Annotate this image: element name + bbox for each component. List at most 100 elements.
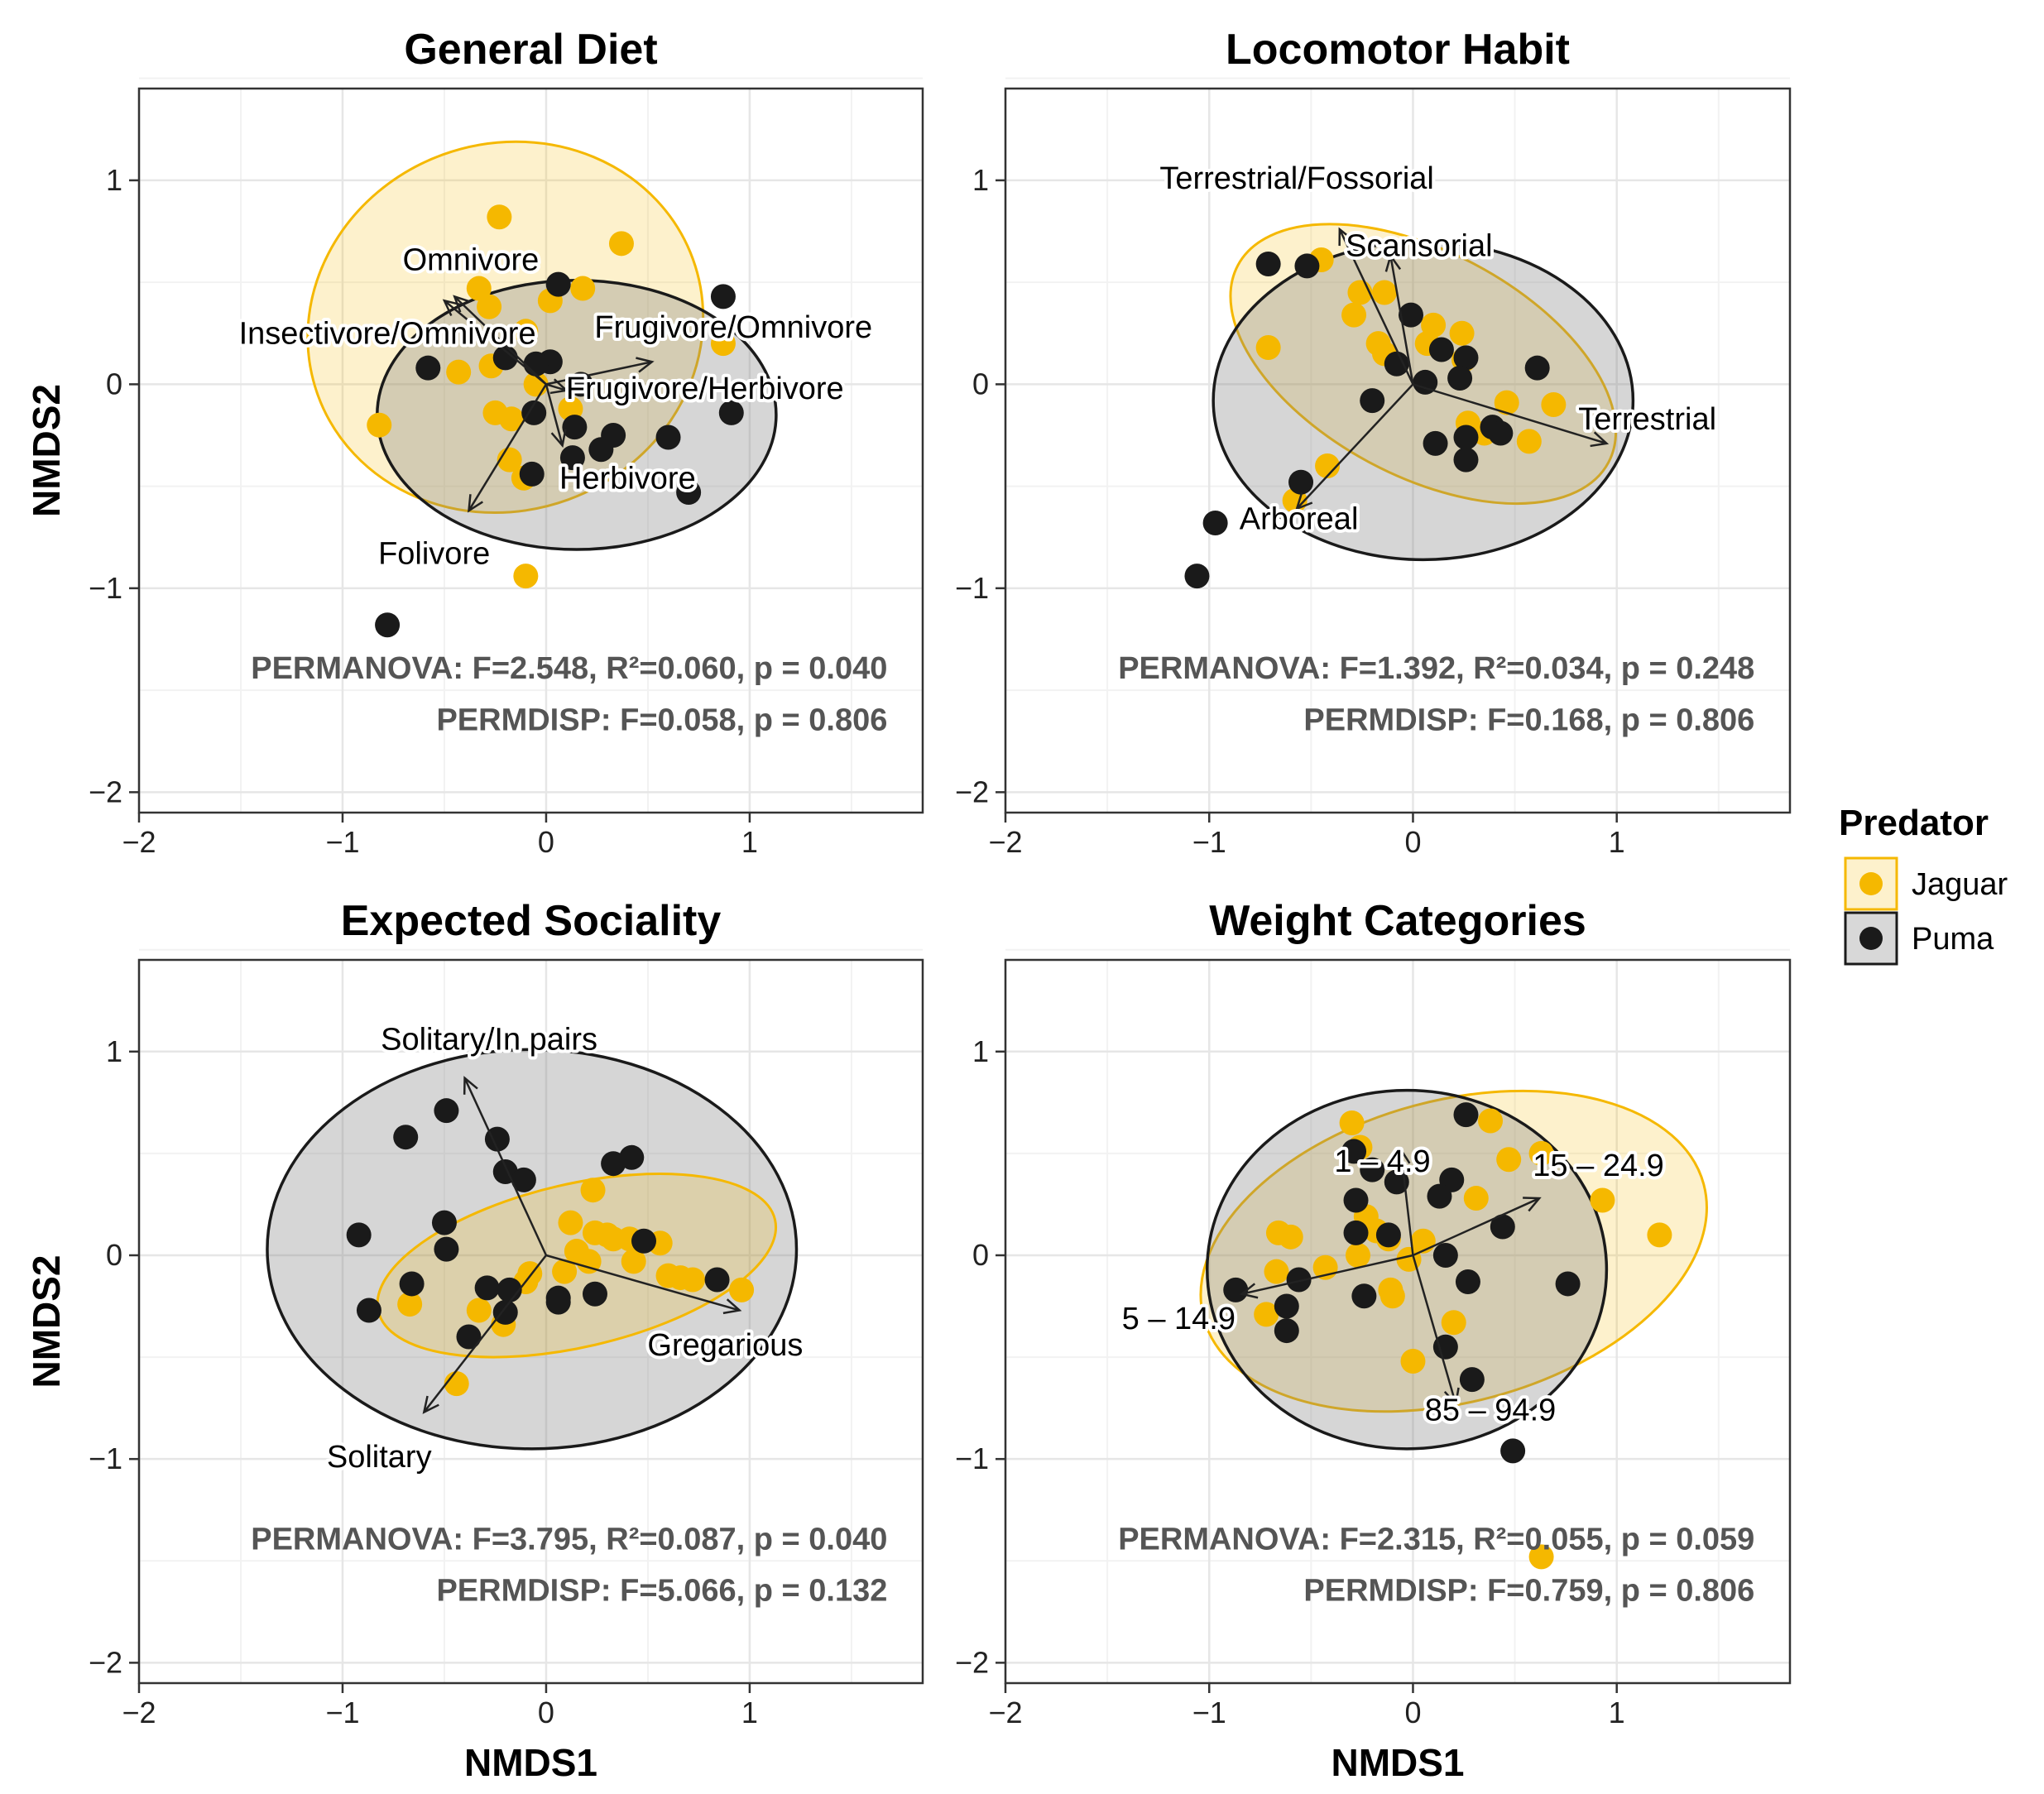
point-jaguar xyxy=(1255,335,1281,361)
vector-arrowhead-solitary-in-pairs xyxy=(463,1076,478,1095)
point-jaguar xyxy=(570,276,596,301)
y-tick-label: −2 xyxy=(89,775,122,808)
point-puma xyxy=(399,1271,425,1297)
point-puma xyxy=(434,1236,459,1262)
point-puma xyxy=(375,612,401,638)
panel-expected-sociality: Solitary/In pairs Gregarious Solitary PERMA… xyxy=(25,897,924,1784)
point-jaguar xyxy=(1449,320,1475,346)
x-axis-label: NMDS1 xyxy=(1331,1741,1464,1784)
y-tick-label: −1 xyxy=(955,1441,989,1475)
y-tick-label: 0 xyxy=(106,367,122,401)
point-puma xyxy=(619,1144,645,1170)
ellipse-puma xyxy=(1212,240,1635,562)
vector-arrowhead-5-14-9 xyxy=(1239,1283,1259,1299)
point-jaguar xyxy=(608,231,634,257)
point-jaguar xyxy=(1371,280,1397,305)
point-puma xyxy=(1288,469,1314,495)
panel-title: Expected Sociality xyxy=(341,897,722,945)
vector-arrowhead-arboreal xyxy=(1295,492,1313,511)
permdisp-result: PERMDISP: F=0.058, p = 0.806 xyxy=(436,703,887,737)
vector-arrow-1-4-9 xyxy=(1399,1149,1414,1256)
point-puma xyxy=(1453,447,1479,472)
x-tick-label: −1 xyxy=(325,1696,359,1729)
point-jaguar xyxy=(1441,1310,1466,1336)
point-jaguar xyxy=(1278,1224,1303,1250)
x-tick-label: −2 xyxy=(988,825,1022,859)
point-jaguar xyxy=(1496,1147,1522,1173)
point-puma xyxy=(431,1210,457,1235)
series-puma xyxy=(1184,251,1550,589)
vector-label-insectivore-omnivore: Insectivore/Omnivore xyxy=(239,316,536,351)
y-tick-label: 0 xyxy=(972,1238,989,1272)
point-puma xyxy=(1459,1367,1485,1393)
legend-marker-jaguar xyxy=(1859,872,1883,895)
vector-label-85-94-9: 85 – 94.9 xyxy=(1425,1393,1556,1428)
axis-ticks: −2 −1 0 1 −2 −1 0 1 xyxy=(89,1034,758,1729)
vector-label-scansorial: Scansorial xyxy=(1346,228,1492,263)
x-axis-label: NMDS1 xyxy=(464,1741,597,1784)
vector-arrow-solitary xyxy=(423,1254,547,1413)
vector-arrow-15-24-9 xyxy=(1412,1197,1540,1257)
point-puma xyxy=(1384,351,1409,377)
point-jaguar xyxy=(621,1249,646,1274)
point-puma xyxy=(1360,1157,1385,1182)
point-puma xyxy=(1490,1214,1515,1240)
vector-arrow-gregarious xyxy=(545,1254,740,1312)
point-jaguar xyxy=(1339,1110,1365,1135)
y-tick-label: −1 xyxy=(89,1441,122,1475)
point-puma xyxy=(1351,1283,1377,1309)
vector-arrowhead-insectivore-omnivore xyxy=(442,299,461,317)
point-jaguar xyxy=(680,1267,706,1293)
grid-minor xyxy=(1005,77,1790,813)
vector-arrowhead-folivore xyxy=(467,494,483,513)
vectors: 1 – 4.9 15 – 24.9 5 – 14.9 85 – 94.9 xyxy=(1119,1141,1667,1431)
point-jaguar xyxy=(1400,1349,1426,1374)
vector-arrow-frugivore-omnivore xyxy=(545,361,653,386)
point-puma xyxy=(1286,1267,1312,1293)
point-puma xyxy=(1294,253,1320,279)
point-puma xyxy=(710,284,736,309)
point-puma xyxy=(1341,1139,1367,1164)
point-jaguar xyxy=(1254,1302,1279,1327)
panel-title: Weight Categories xyxy=(1209,897,1586,945)
point-puma xyxy=(521,400,547,425)
point-jaguar xyxy=(499,406,525,432)
plot-background xyxy=(139,89,923,813)
point-puma xyxy=(346,1222,372,1248)
legend: Predator Jaguar Puma xyxy=(1839,803,2008,966)
y-tick-label: 1 xyxy=(972,163,989,197)
point-puma xyxy=(474,1275,500,1301)
point-puma xyxy=(562,415,588,440)
point-puma xyxy=(434,1098,459,1124)
point-puma xyxy=(1255,251,1281,276)
point-jaguar xyxy=(1516,429,1542,454)
grid-minor xyxy=(139,77,923,813)
x-tick-label: 0 xyxy=(538,825,554,859)
x-tick-label: 0 xyxy=(1404,825,1421,859)
point-puma xyxy=(704,1267,730,1293)
vector-label-15-24-9: 15 – 24.9 xyxy=(1533,1149,1663,1183)
vector-arrow-terrestrial-fossorial xyxy=(1338,228,1414,385)
y-tick-label: −2 xyxy=(955,775,989,808)
point-jaguar xyxy=(513,564,539,589)
y-tick-label: −2 xyxy=(955,1645,989,1679)
vector-arrow-arboreal xyxy=(1296,383,1414,510)
point-jaguar xyxy=(1528,1140,1554,1166)
point-puma xyxy=(545,271,571,297)
x-tick-label: −2 xyxy=(988,1696,1022,1729)
point-jaguar xyxy=(466,1298,492,1323)
point-puma xyxy=(582,1281,607,1307)
point-jaguar xyxy=(513,319,539,344)
vector-label-terrestrial: Terrestrial xyxy=(1578,402,1716,437)
vector-label-frugivore-omnivore: Frugivore/Omnivore xyxy=(594,310,872,345)
point-puma xyxy=(497,1277,522,1302)
y-tick-label: −1 xyxy=(955,571,989,605)
point-puma xyxy=(1427,1183,1452,1209)
point-puma xyxy=(1432,1334,1458,1360)
legend-label-puma: Puma xyxy=(1912,922,1994,957)
vector-arrowhead-solitary xyxy=(422,1395,439,1414)
x-tick-label: −2 xyxy=(122,1696,156,1729)
point-puma xyxy=(1447,366,1473,391)
x-tick-label: 0 xyxy=(538,1696,554,1729)
y-tick-label: −2 xyxy=(89,1645,122,1679)
